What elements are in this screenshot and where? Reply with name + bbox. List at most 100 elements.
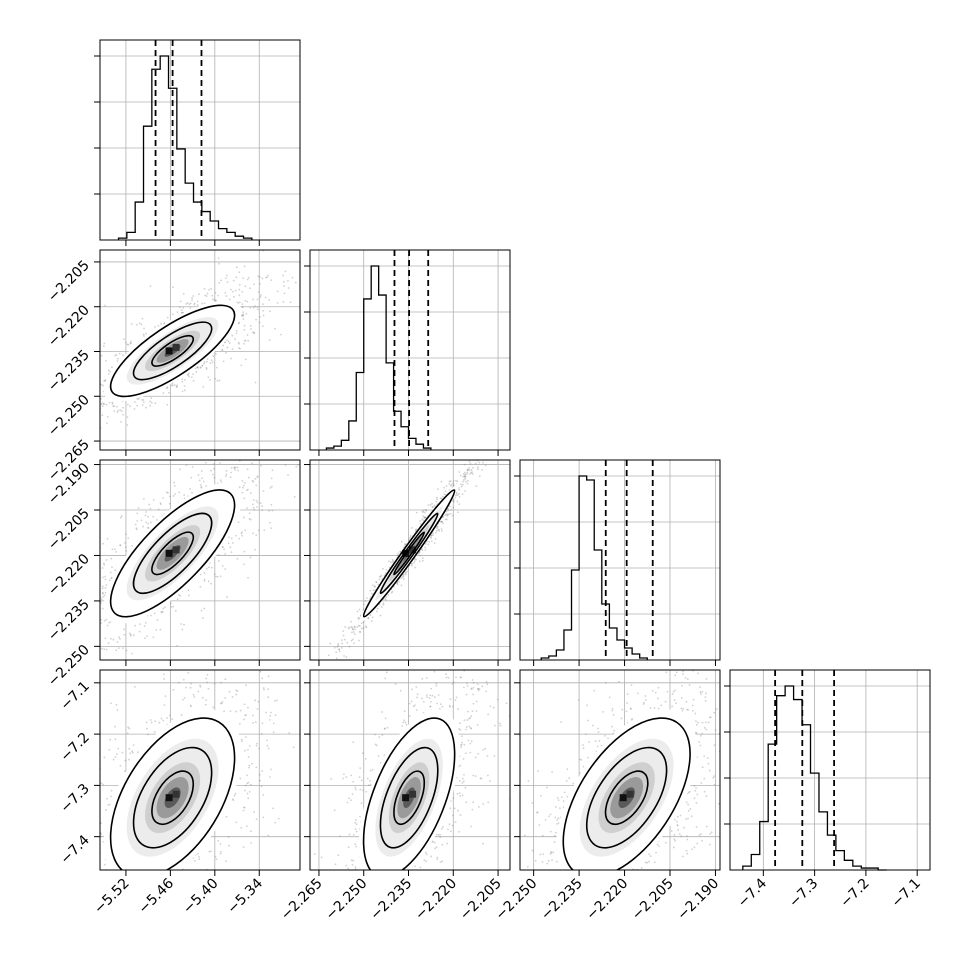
sample-point: [247, 748, 249, 751]
sample-point: [51, 413, 53, 415]
sample-point: [238, 301, 241, 304]
sample-point: [372, 584, 374, 587]
sample-point: [449, 480, 452, 483]
sample-point: [102, 595, 104, 598]
sample-point: [476, 683, 479, 686]
sample-point: [146, 727, 148, 730]
sample-point: [386, 874, 388, 876]
sample-point: [394, 914, 396, 916]
sample-point: [357, 616, 360, 619]
sample-point: [146, 635, 148, 638]
sample-point: [241, 303, 244, 305]
sample-point: [267, 688, 269, 690]
sample-point: [122, 902, 124, 904]
sample-point: [419, 554, 422, 557]
sample-point: [229, 546, 232, 549]
sample-point: [397, 580, 400, 583]
sample-point: [269, 776, 271, 778]
sample-point: [126, 894, 128, 896]
sample-point: [229, 298, 231, 301]
sample-point: [82, 636, 84, 638]
sample-point: [81, 875, 83, 877]
sample-point: [130, 889, 132, 891]
sample-point: [336, 711, 338, 713]
sample-point: [437, 488, 439, 491]
sample-point: [202, 386, 205, 388]
sample-point: [205, 368, 208, 370]
sample-point: [456, 480, 459, 483]
sample-point: [187, 884, 189, 886]
sample-point: [243, 703, 246, 706]
sample-point: [249, 306, 252, 309]
sample-point: [252, 499, 255, 501]
sample-point: [250, 328, 252, 330]
sample-point: [366, 597, 368, 599]
sample-point: [228, 844, 230, 847]
sample-point: [139, 890, 141, 892]
x-tick-label: −5.46: [136, 875, 178, 917]
sample-point: [311, 672, 313, 674]
sample-point: [182, 876, 184, 878]
sample-point: [208, 634, 210, 636]
sample-point: [238, 486, 241, 489]
sample-point: [374, 888, 376, 890]
sample-point: [210, 566, 213, 569]
sample-point: [105, 808, 107, 811]
sample-point: [175, 386, 178, 388]
sample-point: [107, 804, 110, 806]
sample-point: [367, 617, 370, 620]
sample-point: [396, 554, 399, 556]
sample-point: [101, 585, 104, 588]
sample-point: [241, 531, 243, 534]
sample-point: [156, 654, 158, 656]
sample-point: [484, 464, 487, 467]
sample-point: [251, 503, 254, 506]
sample-point: [262, 816, 265, 819]
sample-point: [92, 592, 94, 594]
sample-point: [172, 495, 175, 497]
sample-point: [251, 762, 253, 765]
sample-point: [410, 874, 412, 876]
sample-point: [187, 374, 190, 376]
sample-point: [134, 624, 137, 627]
sample-point: [370, 620, 373, 623]
sample-point: [456, 511, 459, 514]
sample-point: [128, 878, 130, 880]
sample-point: [288, 732, 291, 734]
sample-point: [287, 421, 289, 423]
sample-point: [499, 422, 501, 424]
sample-point: [227, 836, 230, 838]
sample-point: [92, 648, 94, 650]
sample-point: [244, 749, 246, 752]
density-contour: [151, 770, 195, 826]
sample-point: [478, 445, 480, 447]
sample-point: [224, 568, 227, 570]
sample-point: [156, 519, 158, 521]
sample-point: [70, 838, 72, 840]
sample-point: [190, 872, 192, 874]
sample-point: [131, 891, 133, 893]
sample-point: [359, 911, 361, 913]
sample-point: [257, 308, 259, 311]
sample-point: [449, 512, 452, 515]
sample-point: [169, 495, 171, 498]
sample-point: [463, 475, 466, 478]
sample-point: [447, 513, 450, 516]
sample-point: [182, 306, 185, 309]
y-tick-label: −2.235: [45, 347, 93, 395]
sample-point: [241, 306, 244, 309]
sample-point: [316, 479, 318, 481]
sample-point: [197, 474, 200, 476]
sample-point: [245, 684, 248, 687]
sample-point: [282, 274, 285, 277]
sample-point: [116, 360, 119, 362]
sample-point: [240, 826, 243, 829]
sample-point: [248, 745, 251, 747]
sample-point: [82, 381, 84, 383]
sample-point: [102, 345, 105, 348]
sample-point: [230, 537, 233, 540]
sample-point: [96, 587, 98, 589]
sample-point: [119, 764, 122, 767]
sample-point: [213, 476, 216, 479]
sample-point: [102, 783, 105, 786]
